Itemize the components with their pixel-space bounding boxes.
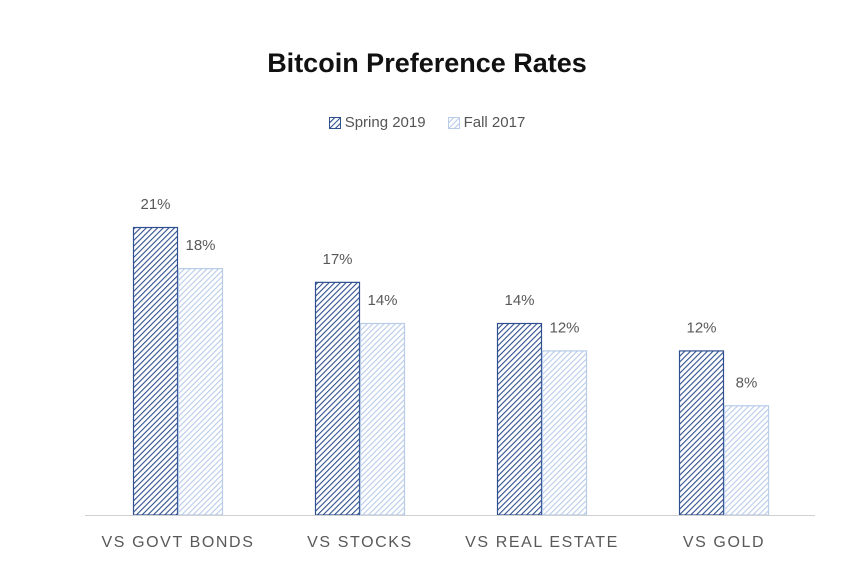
bar-fall-2017-1 — [359, 322, 406, 516]
bar-spring-2019-3 — [678, 350, 725, 516]
bar-spring-2019-1 — [314, 281, 361, 516]
bar-fall-2017-3 — [723, 405, 770, 516]
data-label-spring-2019-3: 12% — [686, 319, 716, 336]
data-label-fall-2017-0: 18% — [185, 237, 215, 254]
data-label-spring-2019-0: 21% — [140, 196, 170, 213]
data-label-spring-2019-1: 17% — [322, 251, 352, 268]
bar-fall-2017-2 — [541, 350, 588, 516]
legend-item-fall-2017: Fall 2017 — [447, 114, 526, 131]
data-label-fall-2017-3: 8% — [736, 374, 758, 391]
legend-item-spring-2019: Spring 2019 — [328, 114, 426, 131]
chart-title: Bitcoin Preference Rates — [267, 48, 587, 78]
bar-fall-2017-0 — [177, 268, 224, 516]
legend-swatch-fall-2017 — [447, 116, 460, 129]
category-label-3: VS GOLD — [683, 534, 765, 551]
data-label-spring-2019-2: 14% — [504, 292, 534, 309]
legend: Spring 2019 Fall 2017 — [0, 114, 854, 131]
legend-swatch-spring-2019 — [328, 116, 341, 129]
data-label-fall-2017-2: 12% — [549, 319, 579, 336]
category-label-0: VS GOVT BONDS — [102, 534, 255, 551]
data-label-fall-2017-1: 14% — [367, 292, 397, 309]
category-label-1: VS STOCKS — [307, 534, 413, 551]
legend-label-fall-2017: Fall 2017 — [463, 114, 526, 131]
bar-spring-2019-2 — [496, 322, 543, 516]
bar-spring-2019-0 — [132, 226, 179, 516]
legend-label-spring-2019: Spring 2019 — [344, 114, 426, 131]
category-label-2: VS REAL ESTATE — [465, 534, 619, 551]
